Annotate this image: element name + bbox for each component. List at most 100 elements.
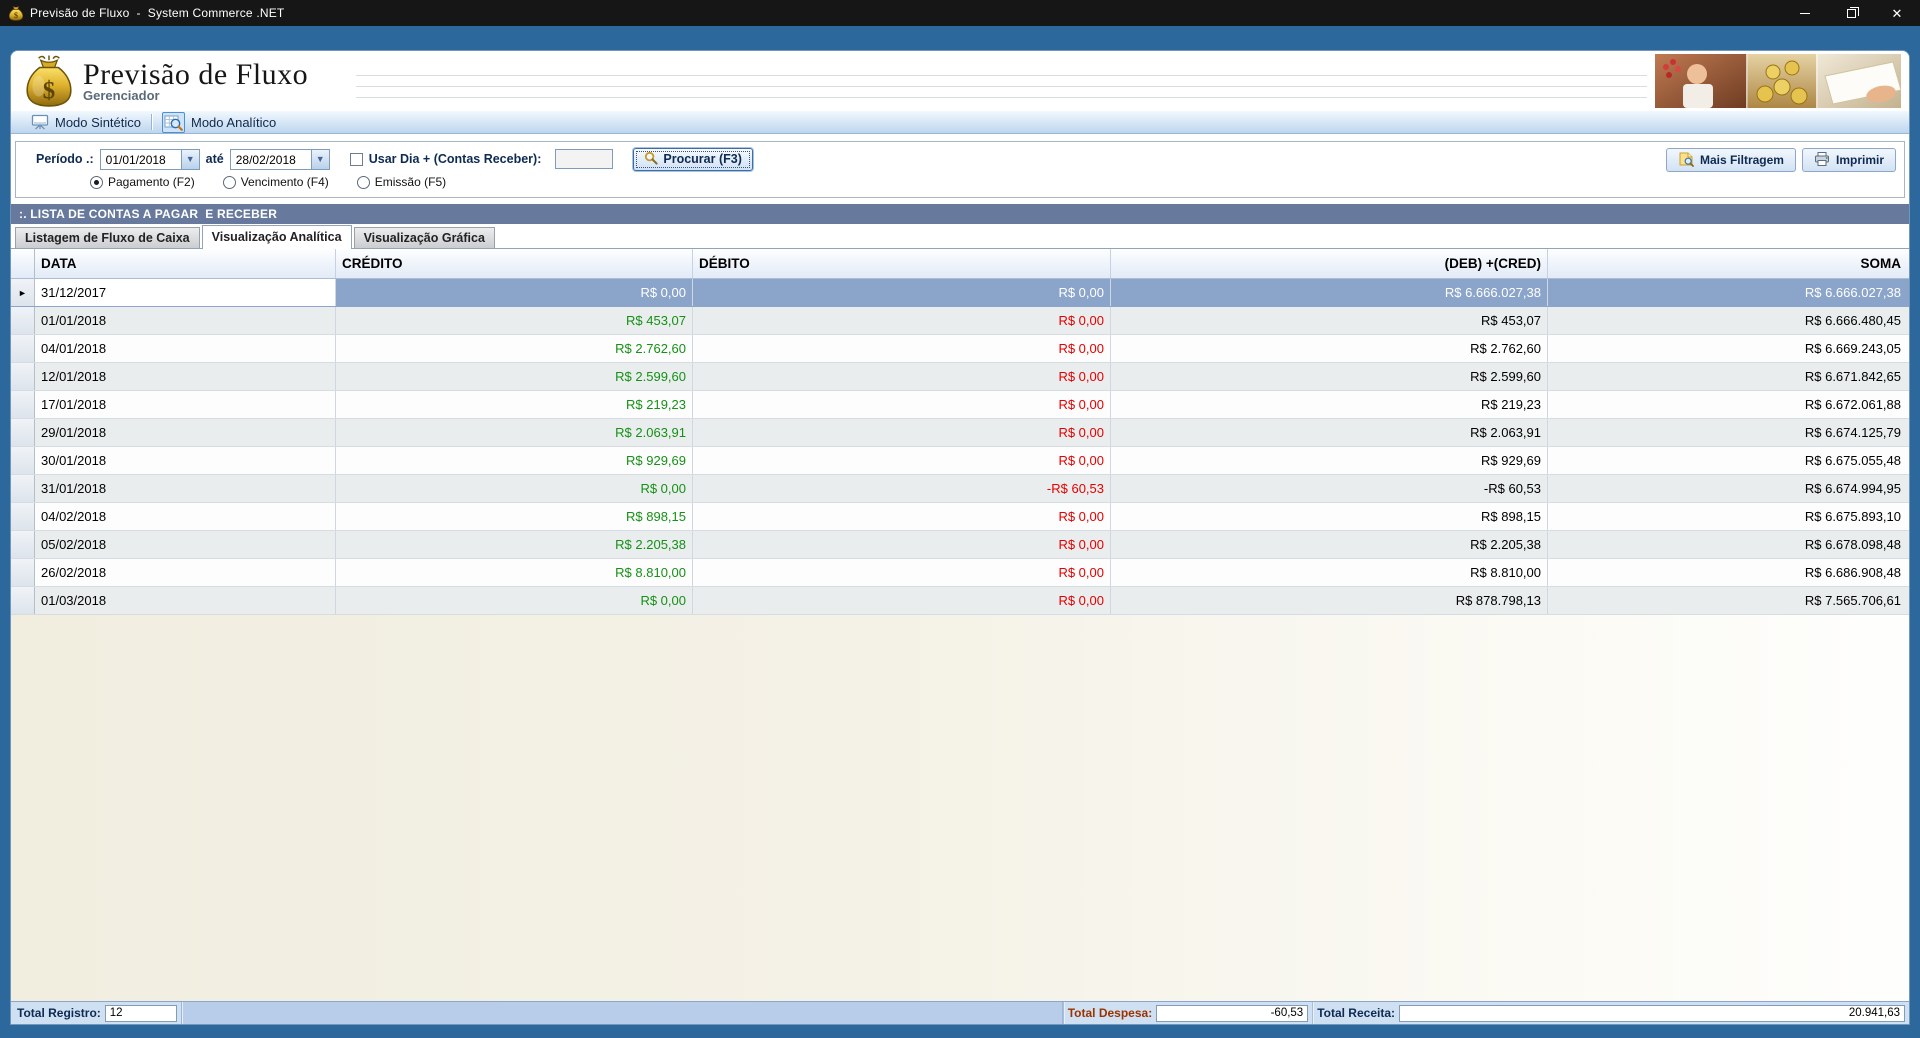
- mode-analitico-button[interactable]: Modo Analítico: [152, 111, 286, 133]
- column-header-deb-cred[interactable]: (DEB) +(CRED): [1111, 249, 1548, 278]
- table-row[interactable]: 29/01/2018 R$ 2.063,91 R$ 0,00 R$ 2.063,…: [11, 419, 1909, 447]
- cell-soma[interactable]: R$ 6.675.893,10: [1804, 509, 1901, 524]
- row-selector-cell[interactable]: [11, 307, 35, 334]
- column-header-data[interactable]: DATA: [35, 249, 336, 278]
- cell-soma[interactable]: R$ 6.666.027,38: [1804, 285, 1901, 300]
- cell-deb-cred[interactable]: R$ 2.599,60: [1111, 363, 1548, 390]
- cell-debito[interactable]: R$ 0,00: [693, 531, 1111, 558]
- cell-deb-cred[interactable]: R$ 929,69: [1111, 447, 1548, 474]
- cell-data[interactable]: 17/01/2018: [35, 391, 336, 418]
- row-selector-cell[interactable]: [11, 559, 35, 586]
- cell-credito[interactable]: R$ 453,07: [336, 307, 693, 334]
- cell-debito[interactable]: R$ 0,00: [693, 447, 1111, 474]
- cell-debito[interactable]: -R$ 60,53: [693, 475, 1111, 502]
- cell-credito[interactable]: R$ 898,15: [336, 503, 693, 530]
- cell-credito[interactable]: R$ 929,69: [336, 447, 693, 474]
- date-from-value[interactable]: 01/01/2018: [105, 152, 166, 167]
- restore-button[interactable]: [1828, 0, 1874, 26]
- table-row[interactable]: 04/02/2018 R$ 898,15 R$ 0,00 R$ 898,15 R…: [11, 503, 1909, 531]
- row-selector-cell[interactable]: [11, 475, 35, 502]
- total-despesa-input[interactable]: -60,53: [1156, 1004, 1309, 1022]
- cell-deb-cred[interactable]: R$ 878.798,13: [1111, 587, 1548, 614]
- cell-deb-cred[interactable]: R$ 219,23: [1111, 391, 1548, 418]
- cell-debito[interactable]: R$ 0,00: [693, 307, 1111, 334]
- procurar-button[interactable]: Procurar (F3): [633, 147, 753, 171]
- row-selector-cell[interactable]: [11, 587, 35, 614]
- date-to-combo[interactable]: 28/02/2018 ▼: [229, 148, 330, 170]
- total-receita-input[interactable]: 20.941,63: [1399, 1004, 1905, 1022]
- row-selector-cell[interactable]: [11, 531, 35, 558]
- date-to-value[interactable]: 28/02/2018: [235, 152, 296, 167]
- cell-data[interactable]: 12/01/2018: [35, 363, 336, 390]
- radio-vencimento[interactable]: Vencimento (F4): [222, 175, 329, 189]
- table-row[interactable]: 31/01/2018 R$ 0,00 -R$ 60,53 -R$ 60,53 R…: [11, 475, 1909, 503]
- cell-debito[interactable]: R$ 0,00: [693, 279, 1111, 306]
- usar-dia-input[interactable]: [555, 149, 614, 169]
- cell-data[interactable]: 04/01/2018: [35, 335, 336, 362]
- cell-data[interactable]: 31/12/2017: [35, 279, 336, 306]
- table-row[interactable]: 01/01/2018 R$ 453,07 R$ 0,00 R$ 453,07 R…: [11, 307, 1909, 335]
- cell-soma[interactable]: R$ 6.674.125,79: [1804, 425, 1901, 440]
- cell-credito[interactable]: R$ 0,00: [336, 279, 693, 306]
- cell-deb-cred[interactable]: R$ 8.810,00: [1111, 559, 1548, 586]
- row-selector-cell[interactable]: [11, 363, 35, 390]
- usar-dia-checkbox[interactable]: [349, 152, 363, 166]
- date-from-dropdown-button[interactable]: ▼: [180, 149, 199, 169]
- cell-debito[interactable]: R$ 0,00: [693, 419, 1111, 446]
- row-selector-cell[interactable]: ►: [11, 279, 35, 306]
- column-header-soma[interactable]: SOMA: [1860, 256, 1902, 271]
- row-selector-cell[interactable]: [11, 419, 35, 446]
- cell-deb-cred[interactable]: R$ 2.063,91: [1111, 419, 1548, 446]
- cell-credito[interactable]: R$ 0,00: [336, 475, 693, 502]
- total-registro-input[interactable]: 12: [104, 1004, 177, 1022]
- radio-pagamento[interactable]: Pagamento (F2): [90, 175, 195, 189]
- cell-data[interactable]: 04/02/2018: [35, 503, 336, 530]
- cell-debito[interactable]: R$ 0,00: [693, 503, 1111, 530]
- cell-deb-cred[interactable]: R$ 2.205,38: [1111, 531, 1548, 558]
- cell-deb-cred[interactable]: -R$ 60,53: [1111, 475, 1548, 502]
- cell-debito[interactable]: R$ 0,00: [693, 559, 1111, 586]
- cell-soma[interactable]: R$ 7.565.706,61: [1804, 593, 1901, 608]
- date-to-dropdown-button[interactable]: ▼: [310, 149, 329, 169]
- date-from-combo[interactable]: 01/01/2018 ▼: [99, 148, 200, 170]
- row-selector-cell[interactable]: [11, 335, 35, 362]
- cell-soma[interactable]: R$ 6.666.480,45: [1804, 313, 1901, 328]
- cell-soma[interactable]: R$ 6.669.243,05: [1804, 341, 1901, 356]
- cell-soma[interactable]: R$ 6.686.908,48: [1804, 565, 1901, 580]
- table-row[interactable]: 17/01/2018 R$ 219,23 R$ 0,00 R$ 219,23 R…: [11, 391, 1909, 419]
- cell-data[interactable]: 26/02/2018: [35, 559, 336, 586]
- close-button[interactable]: ✕: [1874, 0, 1920, 26]
- cell-debito[interactable]: R$ 0,00: [693, 587, 1111, 614]
- cell-debito[interactable]: R$ 0,00: [693, 363, 1111, 390]
- cell-data[interactable]: 31/01/2018: [35, 475, 336, 502]
- column-header-debito[interactable]: DÉBITO: [693, 249, 1111, 278]
- column-header-credito[interactable]: CRÉDITO: [336, 249, 693, 278]
- table-row[interactable]: 04/01/2018 R$ 2.762,60 R$ 0,00 R$ 2.762,…: [11, 335, 1909, 363]
- row-selector-cell[interactable]: [11, 503, 35, 530]
- cell-soma[interactable]: R$ 6.675.055,48: [1804, 453, 1901, 468]
- minimize-button[interactable]: [1782, 0, 1828, 26]
- cell-credito[interactable]: R$ 219,23: [336, 391, 693, 418]
- cell-credito[interactable]: R$ 2.063,91: [336, 419, 693, 446]
- row-selector-cell[interactable]: [11, 391, 35, 418]
- cell-deb-cred[interactable]: R$ 6.666.027,38: [1111, 279, 1548, 306]
- table-row[interactable]: ► 31/12/2017 R$ 0,00 R$ 0,00 R$ 6.666.02…: [11, 279, 1909, 307]
- table-row[interactable]: 26/02/2018 R$ 8.810,00 R$ 0,00 R$ 8.810,…: [11, 559, 1909, 587]
- cell-deb-cred[interactable]: R$ 453,07: [1111, 307, 1548, 334]
- cell-data[interactable]: 29/01/2018: [35, 419, 336, 446]
- mode-sintetico-button[interactable]: Modo Sintético: [21, 111, 151, 133]
- cell-credito[interactable]: R$ 0,00: [336, 587, 693, 614]
- table-row[interactable]: 30/01/2018 R$ 929,69 R$ 0,00 R$ 929,69 R…: [11, 447, 1909, 475]
- tab-visualizacao-grafica[interactable]: Visualização Gráfica: [353, 227, 495, 248]
- cell-debito[interactable]: R$ 0,00: [693, 391, 1111, 418]
- tab-listagem-fluxo-caixa[interactable]: Listagem de Fluxo de Caixa: [15, 227, 200, 248]
- table-row[interactable]: 12/01/2018 R$ 2.599,60 R$ 0,00 R$ 2.599,…: [11, 363, 1909, 391]
- cell-data[interactable]: 01/01/2018: [35, 307, 336, 334]
- cell-data[interactable]: 01/03/2018: [35, 587, 336, 614]
- tab-visualizacao-analitica[interactable]: Visualização Analítica: [201, 225, 352, 249]
- titlebar[interactable]: $ Previsão de Fluxo - System Commerce .N…: [0, 0, 1920, 26]
- cell-soma[interactable]: R$ 6.672.061,88: [1804, 397, 1901, 412]
- cell-credito[interactable]: R$ 2.205,38: [336, 531, 693, 558]
- cell-soma[interactable]: R$ 6.678.098,48: [1804, 537, 1901, 552]
- cell-data[interactable]: 05/02/2018: [35, 531, 336, 558]
